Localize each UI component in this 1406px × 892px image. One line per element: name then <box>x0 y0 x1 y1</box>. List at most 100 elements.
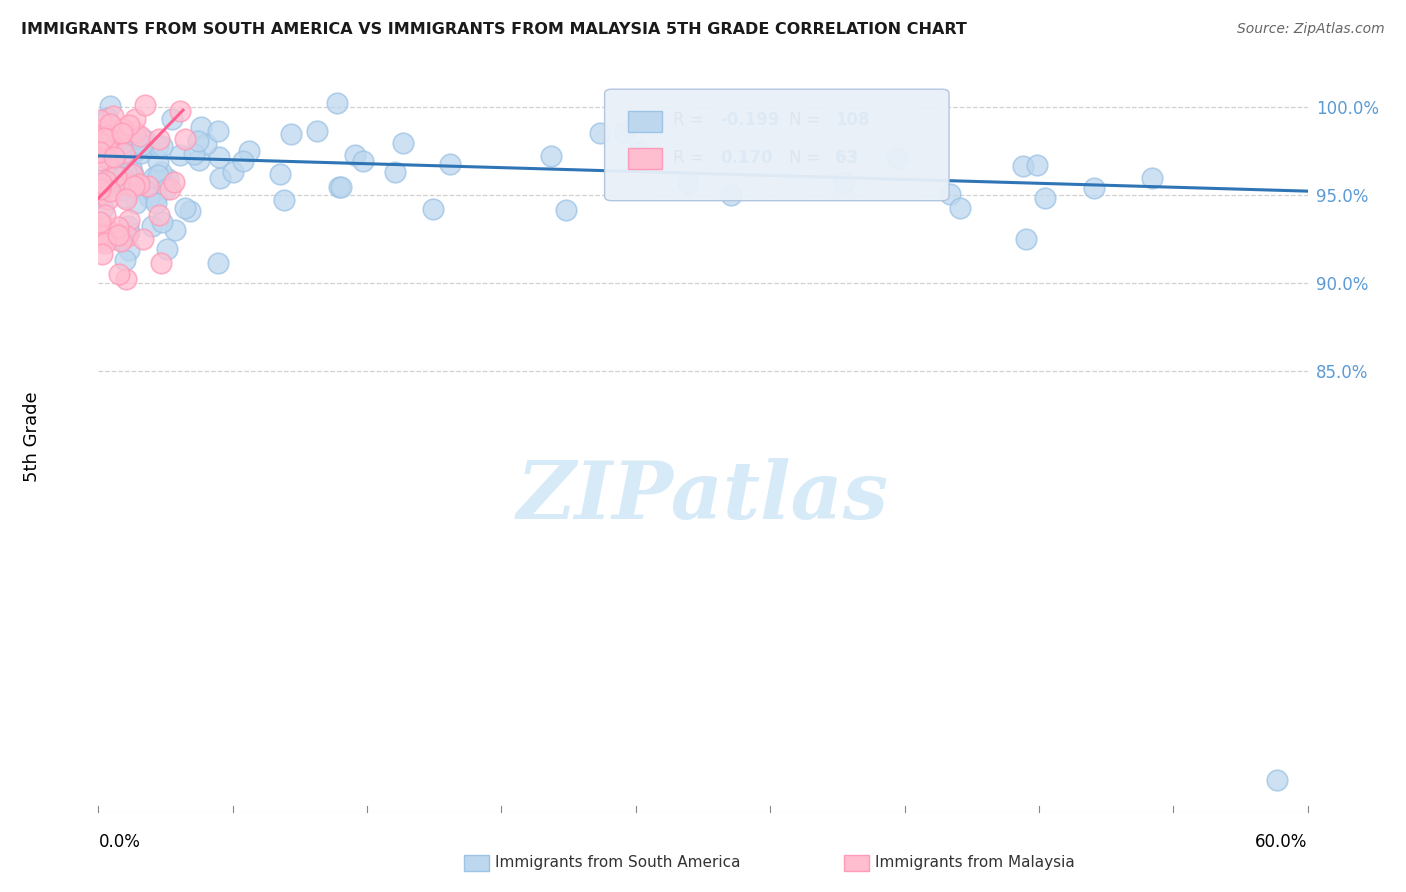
Point <box>112 122 135 136</box>
Point <box>96 174 118 188</box>
Point <box>129 128 152 143</box>
Point <box>589 126 612 140</box>
Point <box>96 112 118 126</box>
Point <box>207 124 229 138</box>
Point <box>152 215 174 229</box>
Text: 63: 63 <box>835 149 858 167</box>
Point <box>138 190 160 204</box>
Point <box>179 204 201 219</box>
Text: Source: ZipAtlas.com: Source: ZipAtlas.com <box>1237 22 1385 37</box>
Point <box>89 136 111 151</box>
Point <box>89 187 111 202</box>
Point <box>98 185 121 199</box>
Point <box>118 225 141 239</box>
Point <box>94 232 117 246</box>
Point <box>110 137 132 152</box>
Point <box>232 153 254 168</box>
Point <box>939 187 962 202</box>
Point <box>121 146 143 161</box>
Point <box>97 226 120 240</box>
Text: IMMIGRANTS FROM SOUTH AMERICA VS IMMIGRANTS FROM MALAYSIA 5TH GRADE CORRELATION : IMMIGRANTS FROM SOUTH AMERICA VS IMMIGRA… <box>21 22 967 37</box>
Point <box>103 150 125 164</box>
Point <box>111 126 134 140</box>
Text: R =: R = <box>673 112 710 129</box>
Point <box>131 231 153 245</box>
Point <box>124 125 146 139</box>
Point <box>114 190 136 204</box>
Point <box>100 175 122 189</box>
Text: 0.170: 0.170 <box>720 149 772 167</box>
Point <box>949 202 972 216</box>
Point <box>122 134 145 148</box>
Point <box>118 119 141 133</box>
Point <box>91 186 114 200</box>
Point <box>121 167 143 181</box>
Point <box>169 147 191 161</box>
Point <box>187 153 209 167</box>
Point <box>163 175 186 189</box>
Text: 60.0%: 60.0% <box>1256 833 1308 851</box>
Point <box>110 127 132 141</box>
Point <box>238 144 260 158</box>
Point <box>138 179 160 194</box>
Point <box>1140 171 1163 186</box>
Point <box>115 166 138 180</box>
Point <box>127 143 149 157</box>
Point <box>94 235 117 250</box>
Point <box>134 133 156 147</box>
Point <box>97 192 120 206</box>
Point <box>131 137 153 152</box>
Point <box>111 139 134 153</box>
Point <box>141 219 163 233</box>
Point <box>150 256 173 270</box>
Text: R =: R = <box>673 149 710 167</box>
Point <box>183 147 205 161</box>
Point <box>91 228 114 243</box>
Point <box>155 181 177 195</box>
Point <box>1267 772 1289 787</box>
Point <box>149 165 172 179</box>
Point <box>222 164 245 178</box>
Point <box>157 172 180 186</box>
Point <box>352 154 374 169</box>
Point <box>273 193 295 207</box>
Point <box>107 267 129 281</box>
Point <box>115 229 138 244</box>
Point <box>540 149 562 163</box>
Point <box>110 234 132 248</box>
Point <box>343 148 366 162</box>
Point <box>613 126 636 140</box>
Point <box>89 170 111 185</box>
Point <box>125 129 148 144</box>
Point <box>107 160 129 174</box>
Point <box>89 182 111 196</box>
Point <box>174 132 197 146</box>
Point <box>122 167 145 181</box>
Point <box>104 125 127 139</box>
Point <box>194 137 217 152</box>
Point <box>146 169 169 183</box>
Point <box>94 114 117 128</box>
Point <box>886 151 908 165</box>
Point <box>159 181 181 195</box>
Text: Immigrants from Malaysia: Immigrants from Malaysia <box>875 855 1074 870</box>
Point <box>122 179 145 194</box>
Point <box>96 129 118 144</box>
Point <box>125 130 148 145</box>
Point <box>173 201 195 215</box>
Text: 108: 108 <box>835 112 870 129</box>
Point <box>555 202 578 217</box>
Text: 0.0%: 0.0% <box>98 833 141 851</box>
Point <box>145 195 167 210</box>
Point <box>207 256 229 270</box>
Point <box>91 184 114 198</box>
Point <box>89 112 111 127</box>
Point <box>187 135 209 149</box>
Point <box>111 169 134 184</box>
Point <box>627 144 650 158</box>
Point <box>98 144 121 158</box>
Point <box>128 177 150 191</box>
Point <box>208 171 231 186</box>
Point <box>110 234 132 248</box>
Point <box>330 180 353 194</box>
